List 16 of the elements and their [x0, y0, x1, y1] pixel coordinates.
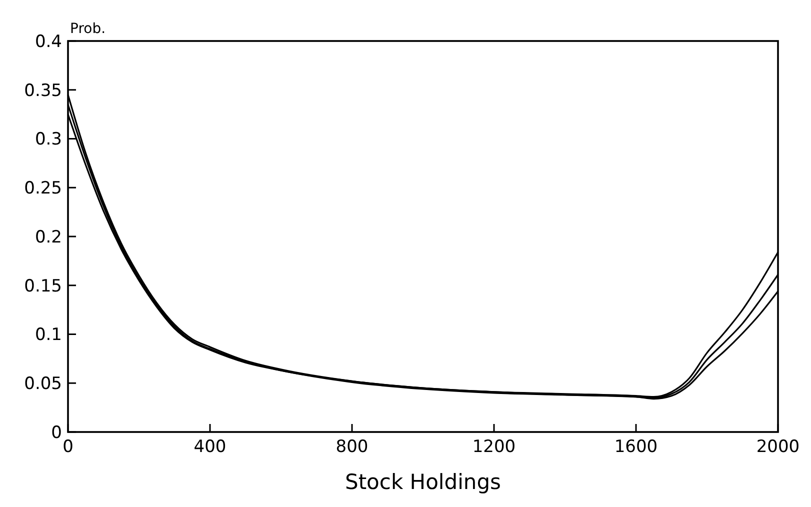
- y-tick-label: 0.15: [24, 276, 62, 296]
- x-tick-label: 1200: [472, 437, 516, 457]
- x-tick-label: 1600: [614, 437, 658, 457]
- x-tick-label: 400: [194, 437, 226, 457]
- y-tick-label: 0.35: [24, 80, 62, 101]
- y-axis-title: Prob.: [70, 21, 106, 37]
- y-tick-label: 0.2: [34, 227, 62, 248]
- y-tick-label: 0.1: [34, 325, 62, 346]
- y-tick-label: 0.25: [24, 178, 62, 199]
- x-tick-label: 2000: [756, 437, 800, 457]
- x-axis-title: Stock Holdings: [344, 470, 502, 494]
- y-tick-label: 0.05: [24, 374, 62, 394]
- x-tick-label: 800: [336, 437, 368, 457]
- y-tick-label: 0.4: [34, 32, 62, 52]
- y-tick-label: 0.3: [34, 130, 62, 150]
- y-tick-label: 0: [51, 422, 62, 443]
